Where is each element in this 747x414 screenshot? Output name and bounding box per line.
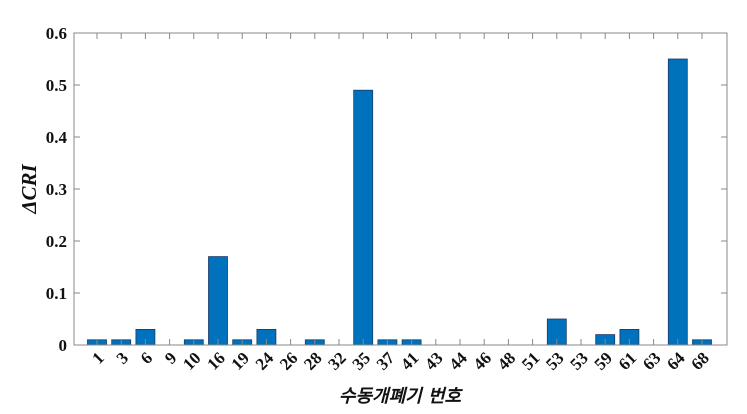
- y-tick-label: 0.6: [46, 24, 67, 43]
- x-tick-label: 53: [542, 348, 567, 373]
- x-tick-label: 41: [397, 348, 422, 373]
- x-tick-label: 32: [324, 348, 349, 373]
- x-tick-label: 35: [349, 348, 374, 373]
- y-tick-label: 0: [59, 336, 68, 355]
- x-tick-label: 43: [421, 348, 446, 373]
- y-tick-label: 0.1: [46, 284, 67, 303]
- x-tick-label: 24: [252, 348, 278, 374]
- bar-16: [208, 256, 228, 346]
- bar-64: [667, 58, 688, 346]
- y-tick-label: 0.3: [46, 180, 67, 199]
- x-tick-label: 64: [663, 348, 689, 374]
- x-tick-label: 51: [518, 348, 543, 373]
- x-tick-label: 6: [137, 348, 156, 367]
- x-tick-label: 59: [591, 348, 616, 373]
- y-tick-label: 0.4: [46, 128, 68, 147]
- x-tick-label: 28: [300, 348, 325, 373]
- x-tick-label: 53: [566, 348, 591, 373]
- x-tick-label: 26: [276, 348, 301, 373]
- x-tick-label: 63: [639, 348, 664, 373]
- y-tick-label: 0.2: [46, 232, 67, 251]
- y-axis: 0 0.1 0.2 0.3 0.4 0.5 0.6: [46, 24, 727, 355]
- x-tick-label: 46: [470, 348, 495, 373]
- x-tick-label: 37: [373, 348, 399, 374]
- x-tick-label: 9: [161, 348, 180, 367]
- bar-35: [353, 89, 374, 346]
- x-tick-label: 68: [687, 348, 712, 373]
- x-tick-label: 10: [179, 348, 204, 373]
- x-tick-label: 48: [494, 348, 519, 373]
- x-tick-label: 1: [88, 348, 107, 367]
- y-axis-label: ΔCRI: [17, 164, 41, 215]
- x-tick-label: 44: [445, 348, 471, 374]
- x-axis: 1 3 6 9101619242628323537414344464851535359…: [88, 33, 713, 374]
- x-axis-label: 수동개폐기 번호: [339, 386, 464, 407]
- x-tick-label: 16: [203, 348, 228, 373]
- x-tick-label: 3: [113, 348, 132, 367]
- y-tick-label: 0.5: [46, 76, 67, 95]
- plot-frame: [73, 32, 728, 346]
- x-tick-label: 19: [228, 348, 253, 373]
- bars: [87, 58, 712, 346]
- x-tick-label: 61: [615, 348, 640, 373]
